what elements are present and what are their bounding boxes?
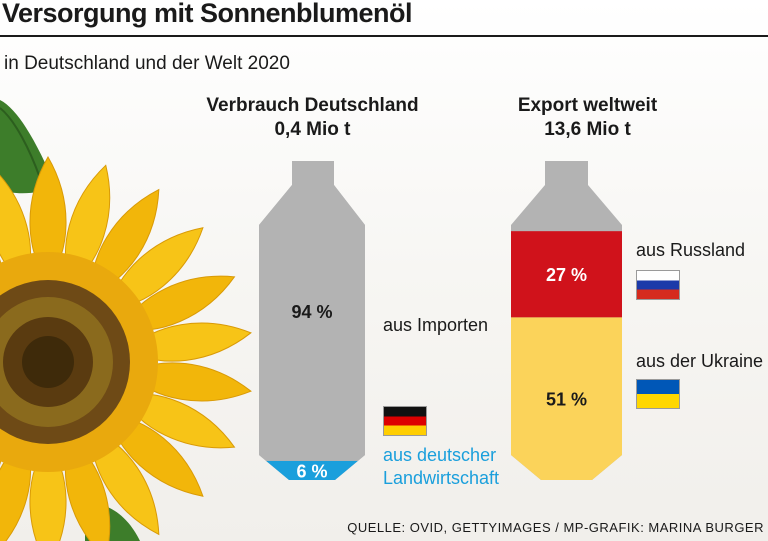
chart-title: Versorgung mit Sonnenblumenöl	[2, 0, 413, 28]
export-header: Export weltweit 13,6 Mio t	[480, 94, 695, 142]
sunflower-petal	[90, 428, 160, 536]
sunflower-petal	[64, 164, 111, 287]
title-rule	[0, 35, 768, 37]
label-domestic-line-1: aus deutscher	[383, 445, 497, 465]
export-header-total: 13,6 Mio t	[544, 119, 631, 140]
label-domestic-line-2: Landwirtschaft	[383, 468, 500, 488]
label-imports: aus Importen	[383, 315, 489, 335]
germany-value-label-1: 6 %	[296, 461, 327, 481]
germany-header-total: 0,4 Mio t	[274, 119, 351, 140]
sunflower-petal	[90, 188, 160, 296]
sunflower-petal	[120, 393, 236, 449]
export-bottle: 51 % 27 %	[511, 161, 622, 480]
sunflower-image	[0, 100, 252, 541]
sunflower-petal	[107, 413, 204, 497]
germany-header-title: Verbrauch Deutschland	[206, 95, 419, 116]
export-header-title: Export weltweit	[517, 95, 658, 116]
sunflower-petal	[120, 275, 236, 331]
export-value-label-0: 27 %	[546, 265, 587, 285]
label-domestic-agriculture: aus deutscher Landwirtschaft	[383, 444, 499, 490]
germany-segment-1	[259, 460, 365, 480]
label-russia: aus Russland	[636, 240, 746, 260]
sunflower-petal	[0, 437, 32, 541]
germany-flag-icon	[383, 406, 427, 436]
sunflower-petal	[107, 227, 204, 311]
sunflower-petal	[64, 437, 111, 541]
sunflower-petal	[29, 155, 67, 283]
ukraine-flag-icon	[636, 379, 680, 409]
sunflower-petals	[0, 155, 252, 541]
sunflower-petal	[0, 164, 32, 287]
sunflower-petal	[126, 362, 252, 402]
chart-subtitle: in Deutschland und der Welt 2020	[4, 53, 290, 74]
source-note: QUELLE: OVID, GETTYIMAGES / MP-GRAFIK: M…	[347, 520, 764, 535]
export-segment-0	[511, 231, 622, 318]
germany-value-label-0: 94 %	[291, 302, 332, 322]
export-segment-1	[511, 317, 622, 480]
germany-header: Verbrauch Deutschland 0,4 Mio t	[205, 94, 420, 142]
russia-flag-icon	[636, 270, 680, 300]
label-ukraine: aus der Ukraine	[636, 351, 764, 371]
export-value-label-1: 51 %	[546, 390, 587, 410]
germany-segment-0	[259, 161, 365, 461]
sunflower-petal	[126, 322, 252, 362]
germany-bottle: 6 % 94 %	[259, 161, 365, 481]
